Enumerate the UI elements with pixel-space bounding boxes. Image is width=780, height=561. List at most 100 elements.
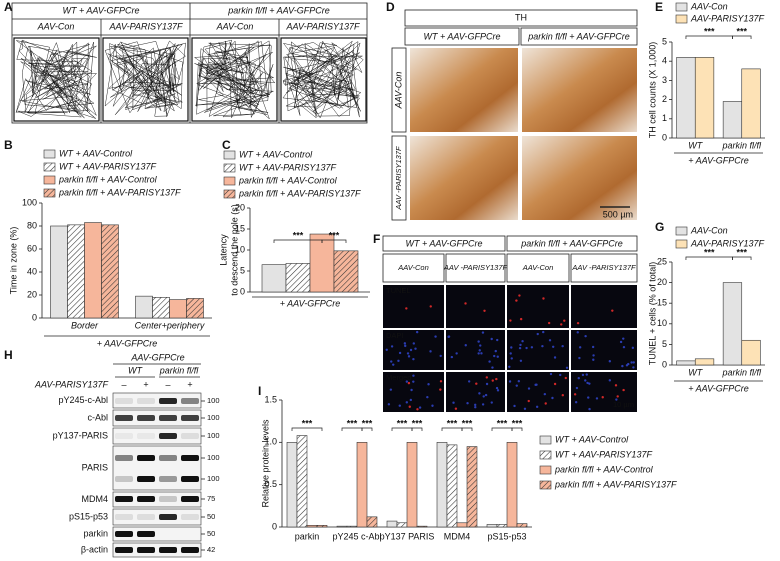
significance-bracket <box>291 427 323 431</box>
blot-band <box>115 455 133 461</box>
cell-dot <box>481 331 485 334</box>
cell-dot <box>608 360 612 363</box>
cell-dot <box>585 373 588 376</box>
cell-dot <box>630 361 633 364</box>
cell-dot <box>464 302 467 305</box>
y-tick-label: 0 <box>662 359 667 369</box>
cell-dot <box>616 395 619 398</box>
x-tick-label: parkin fl/fl <box>721 140 762 150</box>
bar <box>186 298 204 319</box>
legend-swatch <box>223 150 236 160</box>
column-header: AAV-Con <box>522 263 554 272</box>
cell-dot <box>466 401 469 405</box>
y-tick-label: 15 <box>235 223 245 233</box>
cell-dot <box>578 356 581 360</box>
y-tick-label: 60 <box>27 243 37 253</box>
cell-dot <box>475 382 478 385</box>
panel-label: A <box>4 0 13 14</box>
bar <box>366 516 378 528</box>
panel-label: E <box>655 0 663 14</box>
cell-dot <box>490 337 493 341</box>
cell-dot <box>581 373 585 377</box>
fluorescence-image <box>571 330 637 370</box>
x-axis-label: + AAV-GFPCre <box>280 298 341 308</box>
significance-bracket <box>461 427 473 431</box>
cell-dot <box>403 342 407 345</box>
x-axis-label: + AAV-GFPCre <box>688 155 749 165</box>
cell-dot <box>390 360 393 363</box>
bar <box>676 360 696 366</box>
panel-frame <box>11 2 368 124</box>
cell-dot <box>508 365 511 368</box>
cell-dot <box>519 359 523 362</box>
significance-bracket <box>321 239 347 243</box>
cell-dot <box>543 392 547 396</box>
blot-band <box>115 531 133 537</box>
bar <box>496 524 508 528</box>
group-header: WT <box>128 365 143 375</box>
cell-dot <box>595 397 599 400</box>
y-tick-label: 20 <box>235 202 245 212</box>
cell-dot <box>406 352 410 355</box>
blot-band <box>115 433 133 439</box>
bar <box>152 296 170 319</box>
cell-dot <box>614 384 618 387</box>
legend-swatch <box>223 176 236 186</box>
cell-dot <box>622 388 625 392</box>
legend-swatch <box>539 465 552 475</box>
legend-label: AAV-Con <box>690 225 728 235</box>
mw-label: 100 <box>207 474 220 483</box>
bar <box>285 263 311 293</box>
cell-dot <box>611 309 614 312</box>
header-box <box>404 27 520 46</box>
cell-dot <box>429 350 432 353</box>
legend-swatch <box>675 2 688 12</box>
cell-dot <box>412 374 415 377</box>
y-tick-label: 10 <box>657 318 667 328</box>
significance-bracket <box>341 427 363 431</box>
cell-dot <box>525 346 528 350</box>
blot-label: pY245-c-Abl <box>58 395 108 405</box>
legend-label: AAV-Con <box>690 1 728 11</box>
lane-sign: + <box>187 379 192 389</box>
x-axis-label: + AAV-GFPCre <box>97 338 158 348</box>
cell-dot <box>509 352 512 355</box>
cell-dot <box>519 343 522 347</box>
row-label: TUNEL <box>386 286 411 295</box>
cell-dot <box>385 348 388 351</box>
bar <box>306 525 318 528</box>
cell-dot <box>519 317 523 321</box>
header-box <box>520 27 638 46</box>
mw-label: 42 <box>207 545 215 554</box>
cell-dot <box>510 346 513 349</box>
blot-band <box>159 415 177 421</box>
blot-label: c-Abl <box>87 412 108 422</box>
legend-swatch <box>43 162 56 172</box>
blot-label: pS15-p53 <box>69 511 108 521</box>
significance-bracket <box>361 427 373 431</box>
fluorescence-image <box>571 372 637 412</box>
y-tick-label: 1 <box>662 113 667 123</box>
cell-dot <box>439 380 443 383</box>
bar <box>694 358 715 366</box>
y-axis-label: Latency <box>218 234 228 266</box>
y-tick-label: 20 <box>657 277 667 287</box>
blot-band <box>181 496 199 502</box>
y-tick-label: 0 <box>240 286 245 296</box>
significance-label: *** <box>447 418 458 428</box>
legend-label: WT + AAV-PARISY137F <box>59 161 156 171</box>
x-tick-label: pY245 c-Abl <box>332 531 381 541</box>
histology-image <box>410 136 518 220</box>
cell-dot <box>481 403 485 406</box>
bar <box>135 295 153 319</box>
y-tick-label: 4 <box>662 56 667 66</box>
cell-dot <box>478 349 481 352</box>
row-label: AAV -PARISY137F <box>394 146 403 211</box>
y-tick-label: 100 <box>22 197 37 207</box>
cell-dot <box>483 309 486 312</box>
y-tick-label: 3 <box>662 75 667 85</box>
scale-bar-label: 10 µm <box>613 400 634 409</box>
bar <box>396 522 408 528</box>
cell-dot <box>412 357 415 361</box>
bar <box>694 57 715 139</box>
